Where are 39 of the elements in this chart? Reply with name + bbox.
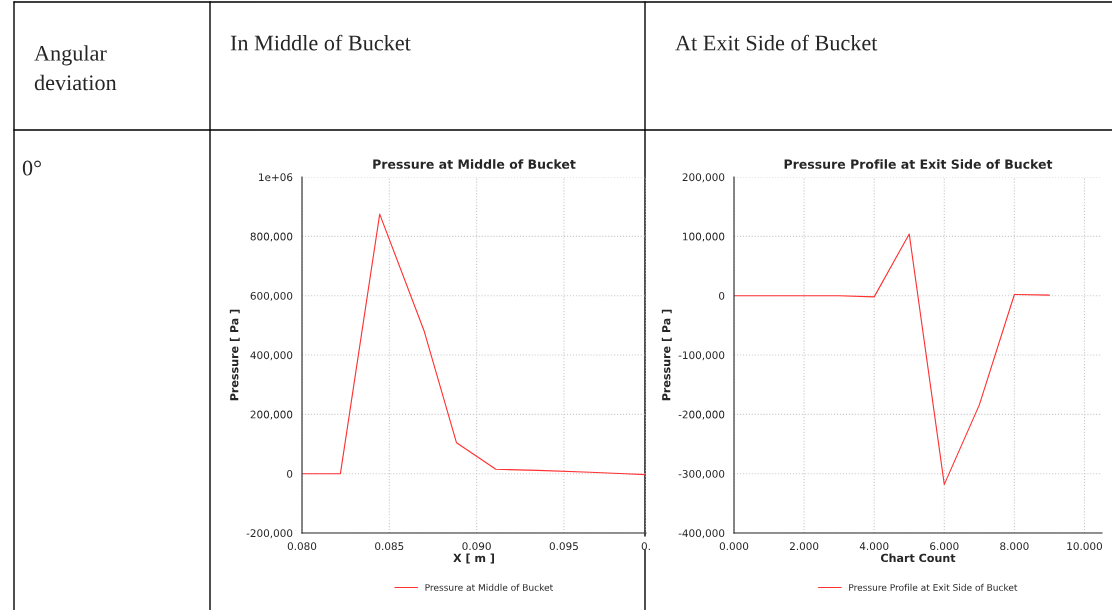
x-tick-label: 8.000	[1000, 542, 1029, 551]
chart-title: Pressure Profile at Exit Side of Bucket	[784, 159, 1053, 169]
legend-label: Pressure Profile at Exit Side of Bucket	[849, 583, 1018, 591]
y-tick-label: 600,000	[250, 291, 293, 301]
text: Angular deviation	[34, 45, 117, 91]
legend-label: Pressure at Middle of Bucket	[425, 583, 553, 591]
chart-subtitle: At Exit Side of Bucket	[675, 34, 878, 51]
line-series	[302, 213, 646, 476]
chart-title: Pressure at Middle of Bucket	[373, 159, 576, 169]
x-tick-label: 2.000	[789, 542, 819, 551]
y-tick-label: -300,000	[678, 469, 725, 479]
x-tick-label: 0.085	[375, 542, 404, 551]
y-axis-title: Pressure [ Pa ]	[661, 309, 672, 401]
y-tick-label: -100,000	[678, 351, 725, 361]
y-tick-label: 200,000	[250, 410, 293, 420]
y-tick-label: 400,000	[250, 351, 293, 361]
y-tick-label: 0	[287, 469, 293, 478]
x-tick-label: 0.000	[719, 542, 749, 551]
x-tick-label: 0.090	[462, 542, 491, 551]
line-series	[734, 233, 1050, 485]
x-tick-label: 0.095	[549, 542, 578, 551]
text: 0°	[22, 160, 41, 176]
x-tick-label: 6.000	[930, 542, 959, 551]
y-tick-label: 0	[719, 291, 725, 300]
y-tick-label: 200,000	[682, 173, 725, 183]
x-tick-label: 4.000	[859, 542, 889, 551]
y-tick-label: -200,000	[246, 529, 293, 539]
y-tick-label: -400,000	[678, 529, 725, 539]
x-axis-title: X [ m ]	[453, 553, 494, 564]
y-tick-label: 100,000	[683, 232, 725, 242]
y-tick-label: 1e+06	[259, 173, 293, 182]
chart-subtitle: In Middle of Bucket	[230, 34, 411, 51]
y-axis-title: Pressure [ Pa ]	[229, 309, 240, 401]
x-axis-title: Chart Count	[880, 553, 956, 563]
x-tick-label: 0.	[641, 542, 650, 551]
x-tick-label: 10.000	[1067, 542, 1103, 551]
x-tick-label: 0.080	[287, 542, 317, 551]
y-tick-label: -200,000	[678, 410, 725, 420]
y-tick-label: 800,000	[250, 232, 293, 242]
